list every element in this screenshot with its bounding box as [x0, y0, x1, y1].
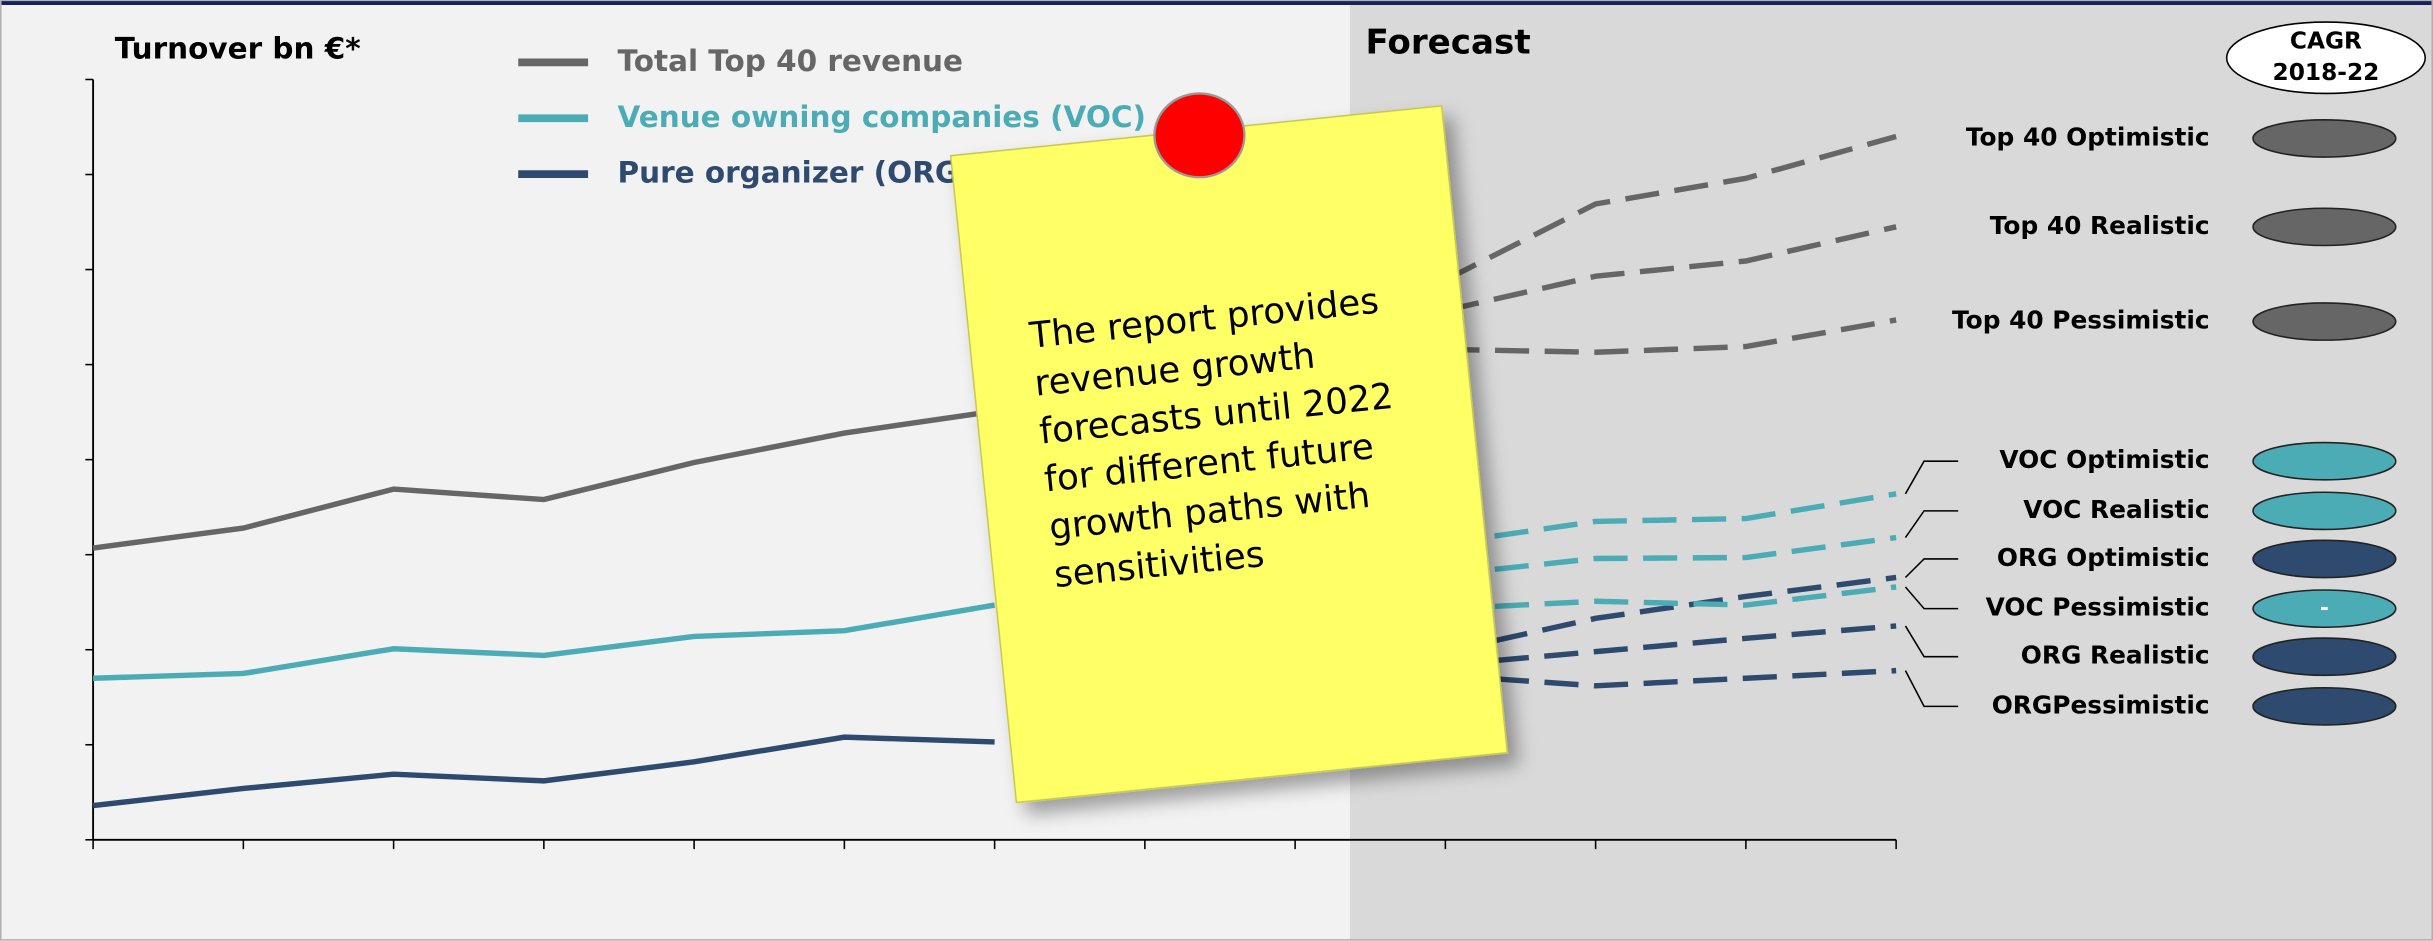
scenario-label: VOC Realistic: [2023, 495, 2209, 524]
scenario-label: VOC Optimistic: [1999, 445, 2209, 474]
leader-line: [1904, 625, 1959, 658]
cagr-header: 2018-22: [2273, 59, 2380, 86]
series-line: [92, 408, 996, 551]
cagr-header-oval: [2225, 21, 2427, 95]
axis-title: Turnover bn €*: [115, 32, 361, 66]
forecast-line: [1444, 133, 1897, 283]
cagr-oval: [2252, 589, 2397, 628]
legend-label: Pure organizer (ORG): [618, 156, 973, 190]
cagr-oval: [2252, 441, 2397, 481]
forecast-line: [1444, 574, 1897, 655]
cagr-oval: [2252, 539, 2397, 579]
forecast-line: [1444, 224, 1897, 314]
cagr-value: -: [2320, 596, 2329, 621]
scenario-label: Top 40 Realistic: [1990, 211, 2210, 240]
leader-line: [1904, 670, 1959, 708]
forecast-line: [1444, 491, 1897, 546]
forecast-background: [1349, 0, 2433, 941]
scenario-label: Top 40 Optimistic: [1966, 122, 2210, 151]
forecast-line: [1445, 584, 1897, 612]
cagr-oval: [2252, 119, 2397, 158]
leader-line: [1904, 558, 1959, 579]
leader-line: [1904, 586, 1959, 610]
forecast-label: Forecast: [1365, 22, 1530, 62]
scenario-label: Top 40 Pessimistic: [1952, 306, 2210, 335]
plot: Total Top 40 revenue Venue owning compani…: [85, 44, 1897, 850]
leader-line: [1904, 510, 1959, 539]
scenario-label: VOC Pessimistic: [1986, 593, 2210, 622]
forecast-line: [1445, 667, 1897, 689]
forecast-line: [1445, 623, 1897, 668]
forecast-line: [1445, 534, 1897, 578]
cagr-oval: [2252, 302, 2397, 341]
scenario-label: ORGPessimistic: [1992, 690, 2210, 719]
forecast-line: [1445, 317, 1897, 355]
cagr-oval: [2252, 207, 2397, 247]
cagr-oval: [2252, 686, 2397, 726]
scenario-label: ORG Optimistic: [1997, 543, 2210, 572]
scenario-label: ORG Realistic: [2021, 641, 2210, 670]
cagr-oval: [2252, 491, 2397, 531]
leader-line: [1904, 460, 1959, 495]
top-bar: [0, 0, 2433, 6]
cagr-oval: [2252, 637, 2397, 677]
pin: [1153, 92, 1246, 179]
series-line: [93, 602, 996, 681]
legend-label: Venue owning companies (VOC): [618, 100, 1146, 134]
cagr-header: CAGR: [2290, 28, 2362, 55]
series-line: [92, 734, 995, 809]
legend-label: Total Top 40 revenue: [618, 44, 963, 78]
